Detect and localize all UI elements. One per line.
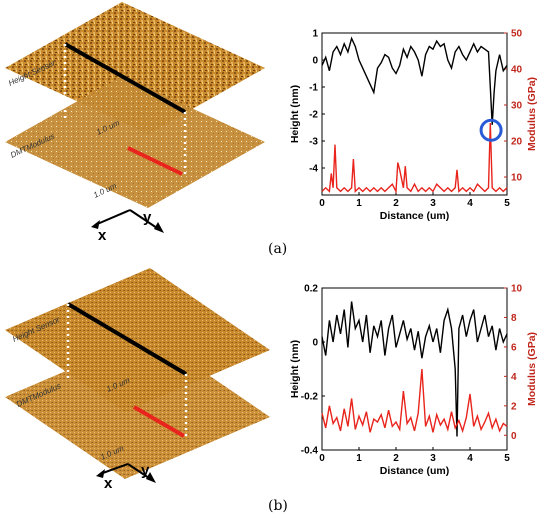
- y-right-tick-label: 0: [511, 431, 517, 442]
- height-profile-line: [64, 42, 186, 114]
- y-left-tick-label: 0: [312, 56, 318, 67]
- plot-frame: [321, 32, 508, 196]
- axis-x-label: x: [104, 475, 113, 492]
- x-tick-label: 4: [467, 453, 473, 464]
- x-axis-label: Distance (um): [380, 210, 449, 222]
- y-left-tick-label: -0.4: [301, 446, 319, 457]
- axis-x-label: x: [98, 227, 107, 244]
- figure-panel-a: Height Sensor DMTModulus 1.0 um 1.0 um x…: [5, 2, 538, 257]
- highlight-circle: [479, 118, 503, 142]
- y-right-axis-label: Modulus (GPa): [526, 332, 538, 406]
- y-right-tick-label: 10: [511, 173, 523, 184]
- dmt-modulus-surface: [5, 76, 265, 208]
- y-left-axis-label: Height (nm): [290, 85, 301, 143]
- afm-illustration-a: Height Sensor DMTModulus 1.0 um 1.0 um x…: [5, 2, 265, 244]
- axis-y-label: y: [141, 462, 150, 479]
- y-right-axis-label: Modulus (GPa): [526, 77, 538, 151]
- y-left-tick-label: -3: [309, 137, 318, 148]
- height-series-line: [321, 36, 508, 125]
- panel-label-a: (a): [268, 241, 287, 257]
- y-right-tick-label: 4: [511, 372, 517, 383]
- y-left-tick-label: 1: [312, 29, 318, 40]
- y-left-tick-label: 0.2: [304, 284, 318, 295]
- y-right-tick-label: 8: [511, 313, 517, 324]
- height-sensor-surface: [5, 2, 265, 134]
- plot-frame: [321, 287, 508, 451]
- panel-label-b: (b): [268, 498, 288, 514]
- modulus-series-line: [321, 122, 508, 194]
- x-tick-label: 2: [393, 453, 399, 464]
- x-tick-label: 0: [319, 453, 325, 464]
- x-tick-label: 1: [356, 198, 362, 209]
- y-right-tick-label: 40: [511, 65, 523, 76]
- y-left-tick-label: 0: [312, 338, 318, 349]
- x-tick-label: 3: [430, 453, 436, 464]
- y-left-axis-label: Height (nm): [290, 340, 301, 398]
- y-right-tick-label: 2: [511, 401, 517, 412]
- x-tick-label: 3: [430, 198, 436, 209]
- x-tick-label: 5: [504, 198, 510, 209]
- afm-illustration-b: Height Sensor DMTModulus 1.0 um 1.0 um x…: [5, 268, 270, 492]
- x-tick-label: 1: [356, 453, 362, 464]
- height-series-line: [321, 301, 508, 437]
- y-left-tick-label: -2: [309, 110, 318, 121]
- height-profile-line: [66, 302, 188, 376]
- modulus-profile-line: [132, 405, 186, 438]
- y-right-tick-label: 10: [511, 284, 523, 295]
- modulus-series-line: [321, 368, 508, 434]
- y-left-tick-label: -0.2: [301, 392, 319, 403]
- figure-panel-b: Height Sensor DMTModulus 1.0 um 1.0 um x…: [0, 262, 550, 519]
- x-tick-label: 4: [467, 198, 473, 209]
- y-left-tick-label: -4: [309, 164, 318, 175]
- y-right-tick-label: 50: [511, 29, 523, 40]
- x-tick-label: 2: [393, 198, 399, 209]
- y-right-tick-label: 30: [511, 101, 523, 112]
- y-left-tick-label: -1: [309, 83, 318, 94]
- modulus-profile-line: [127, 146, 183, 176]
- axis-y-label: y: [143, 209, 152, 226]
- x-tick-label: 0: [319, 198, 325, 209]
- y-right-tick-label: 20: [511, 137, 523, 148]
- y-right-tick-label: 6: [511, 342, 517, 353]
- svg-text:(a): (a): [268, 241, 287, 257]
- x-axis-label: Distance (um): [380, 465, 449, 477]
- height-modulus-chart-b: 0 1 2 3 4 5 0.2 0 -0.2 -0.4 10 8 6 4 2 0 Distance (um) He…: [290, 284, 538, 478]
- svg-text:(b): (b): [268, 498, 288, 514]
- x-tick-label: 5: [504, 453, 510, 464]
